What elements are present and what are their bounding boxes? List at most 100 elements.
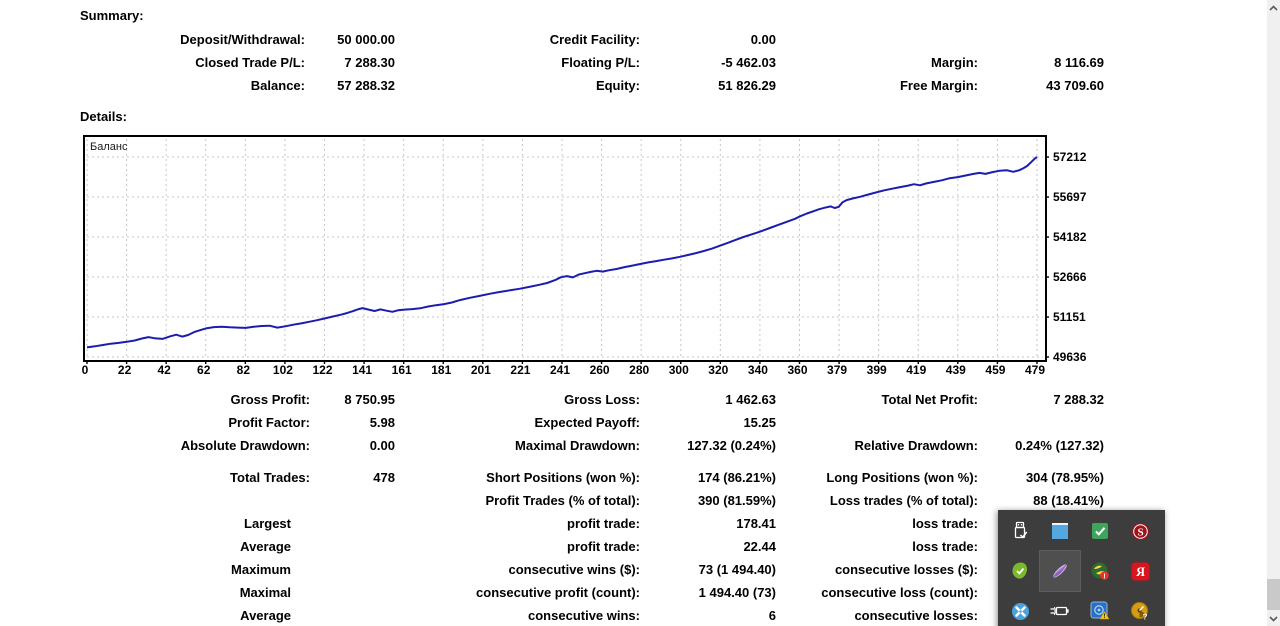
x-tick-label: 0 — [81, 363, 89, 377]
scrollbar-up-arrow[interactable] — [1267, 0, 1280, 15]
blue-window-icon[interactable] — [1040, 511, 1080, 551]
stat-label: Total Net Profit: — [881, 392, 978, 407]
green-leaf-check-icon[interactable] — [1000, 551, 1040, 591]
stat-value: 5.98 — [369, 415, 395, 430]
usb-safely-remove-icon[interactable] — [1000, 511, 1040, 551]
x-tick-label: 340 — [747, 363, 768, 377]
details-heading: Details: — [80, 109, 127, 124]
stat-label: consecutive profit (count): — [476, 585, 640, 600]
x-tick-label: 141 — [352, 363, 373, 377]
green-check-icon[interactable] — [1080, 511, 1120, 551]
x-tick-label: 201 — [470, 363, 491, 377]
vertical-scrollbar[interactable] — [1267, 0, 1280, 626]
purple-feather-icon[interactable] — [1039, 550, 1081, 592]
red-s-badge-icon[interactable]: S — [1120, 511, 1160, 551]
x-tick-label: 161 — [391, 363, 412, 377]
stat-value: 8 116.69 — [1054, 55, 1104, 70]
x-tick-label: 62 — [197, 363, 211, 377]
stat-value: 8 750.95 — [344, 392, 395, 407]
stat-label: Maximal Drawdown: — [515, 438, 640, 453]
stat-label: loss trade: — [912, 516, 978, 531]
stat-label: consecutive loss (count): — [821, 585, 978, 600]
x-tick-label: 280 — [629, 363, 650, 377]
stat-label: Maximum — [231, 562, 291, 577]
stat-value: 390 (81.59%) — [697, 493, 776, 508]
stat-label: Average — [240, 608, 291, 623]
stat-value: 1 494.40 (73) — [698, 585, 776, 600]
x-tick-label: 419 — [906, 363, 927, 377]
x-tick-label: 459 — [985, 363, 1006, 377]
stat-value: 174 (86.21%) — [697, 470, 776, 485]
stat-value: 127.32 (0.24%) — [687, 438, 776, 453]
svg-text:?: ? — [1143, 613, 1148, 622]
stat-label: profit trade: — [567, 516, 640, 531]
stat-value: 43 709.60 — [1046, 78, 1104, 93]
stat-label: Profit Trades (% of total): — [485, 493, 640, 508]
stat-label: Loss trades (% of total): — [829, 493, 978, 508]
x-tick-label: 360 — [787, 363, 808, 377]
stat-label: consecutive wins ($): — [508, 562, 640, 577]
stat-label: consecutive losses ($): — [834, 562, 978, 577]
stat-value: 0.00 — [750, 32, 776, 47]
scrollbar-down-arrow[interactable] — [1267, 611, 1280, 626]
x-tick-label: 320 — [708, 363, 729, 377]
tray-overflow-popup: S — [998, 510, 1165, 626]
stat-label: Gross Profit: — [230, 392, 310, 407]
stat-label: Average — [240, 539, 291, 554]
stat-label: profit trade: — [567, 539, 640, 554]
blue-x-icon[interactable] — [1000, 591, 1040, 626]
balance-chart-legend: Баланс — [90, 141, 128, 153]
stat-value: 88 (18.41%) — [1033, 493, 1104, 508]
stat-label: Free Margin: — [899, 78, 978, 93]
stat-label: consecutive losses: — [854, 608, 978, 623]
stat-label: Deposit/Withdrawal: — [180, 32, 305, 47]
gauge-question-icon[interactable]: ? — [1120, 591, 1160, 626]
stat-label: Balance: — [250, 78, 305, 93]
x-tick-label: 379 — [827, 363, 848, 377]
spiral-warning-icon[interactable]: ! — [1080, 591, 1120, 626]
stat-value: 304 (78.95%) — [1025, 470, 1104, 485]
stat-label: Short Positions (won %): — [486, 470, 640, 485]
stat-label: Credit Facility: — [549, 32, 640, 47]
globe-alert-icon[interactable]: ! — [1080, 551, 1120, 591]
stat-value: 7 288.32 — [1053, 392, 1104, 407]
x-tick-label: 260 — [589, 363, 610, 377]
stat-label: Absolute Drawdown: — [180, 438, 310, 453]
stat-value: -5 462.03 — [721, 55, 776, 70]
stat-label: Margin: — [931, 55, 978, 70]
battery-plug-icon[interactable] — [1040, 591, 1080, 626]
x-tick-label: 122 — [312, 363, 333, 377]
stat-label: Long Positions (won %): — [826, 470, 978, 485]
x-tick-label: 82 — [236, 363, 250, 377]
y-tick-label: 57212 — [1053, 150, 1087, 164]
x-tick-label: 479 — [1024, 363, 1045, 377]
stat-value: 6 — [768, 608, 776, 623]
stat-value: 0.00 — [369, 438, 395, 453]
stat-label: Expected Payoff: — [534, 415, 640, 430]
stat-value: 50 000.00 — [337, 32, 395, 47]
stat-value: 1 462.63 — [725, 392, 776, 407]
x-tick-label: 42 — [157, 363, 171, 377]
stat-value: 7 288.30 — [344, 55, 395, 70]
summary-heading: Summary: — [80, 8, 144, 23]
scrollbar-thumb[interactable] — [1267, 579, 1280, 610]
y-tick-label: 52666 — [1053, 270, 1087, 284]
y-tick-label: 55697 — [1053, 190, 1087, 204]
stat-value: 478 — [373, 470, 395, 485]
svg-text:S: S — [1137, 526, 1143, 538]
balance-chart: Баланс — [83, 135, 1049, 364]
y-tick-label: 51151 — [1053, 310, 1086, 324]
stat-value: 0.24% (127.32) — [1015, 438, 1104, 453]
stat-label: Gross Loss: — [564, 392, 640, 407]
stat-label: Relative Drawdown: — [854, 438, 978, 453]
avira-icon[interactable]: R — [1120, 551, 1160, 591]
x-tick-label: 102 — [272, 363, 293, 377]
balance-chart-plot — [86, 139, 1049, 364]
stat-label: consecutive wins: — [528, 608, 640, 623]
stat-value: 73 (1 494.40) — [698, 562, 776, 577]
stat-label: Maximal — [239, 585, 291, 600]
stat-label: Closed Trade P/L: — [195, 55, 305, 70]
svg-text:!: ! — [1103, 571, 1106, 580]
x-tick-label: 439 — [945, 363, 966, 377]
x-tick-label: 221 — [510, 363, 531, 377]
